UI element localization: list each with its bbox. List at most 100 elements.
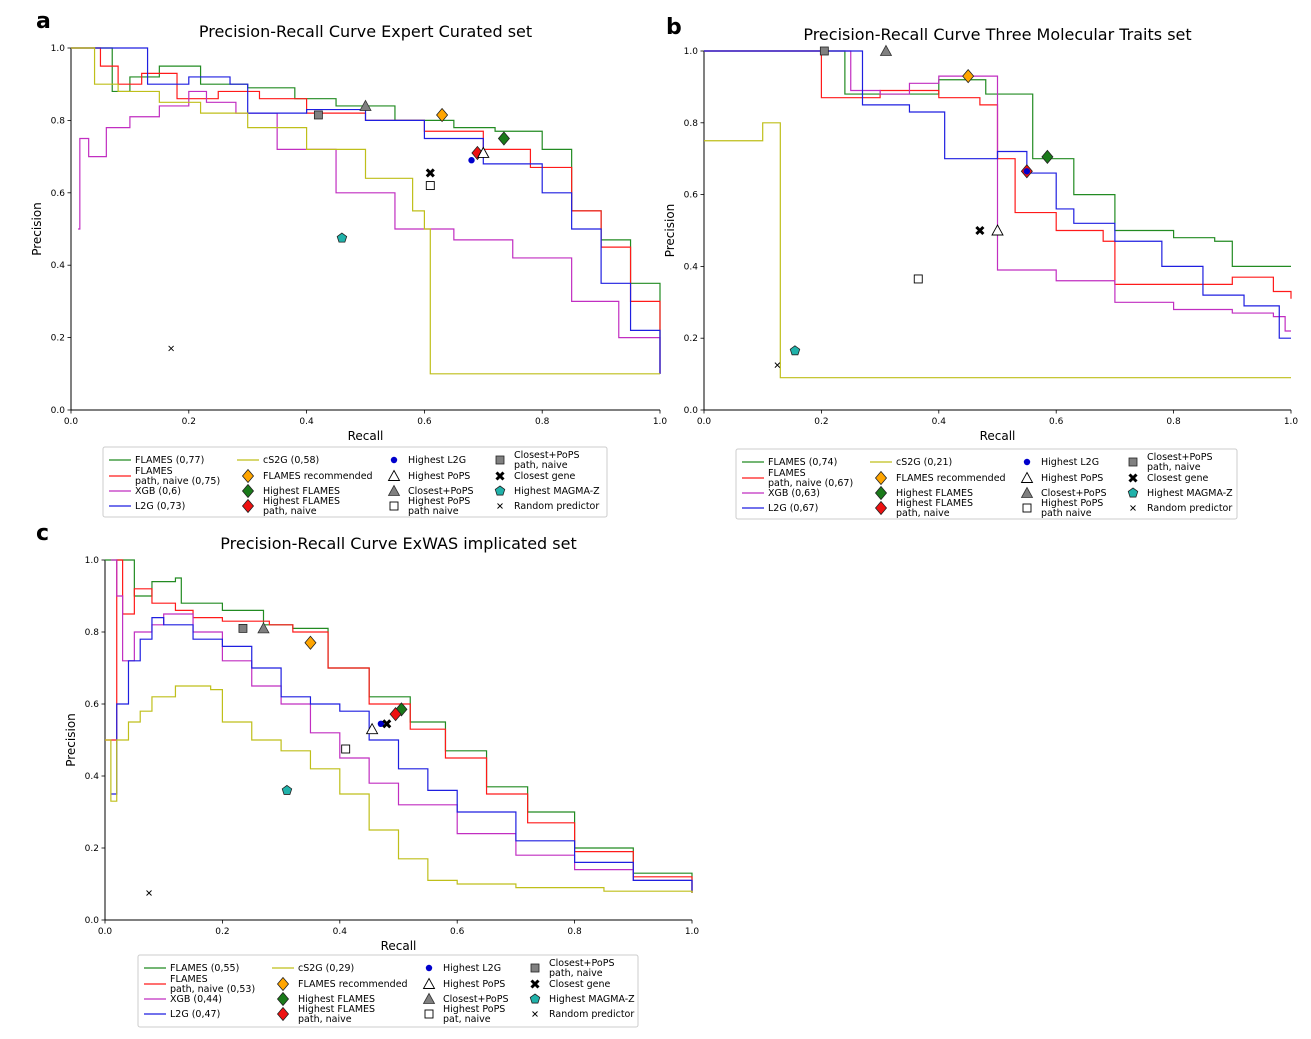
closest-gene-marker: [975, 225, 985, 236]
closest-pops-marker: [1020, 486, 1034, 498]
x-tick-label: 0.2: [215, 927, 229, 937]
highest-l2g-marker: [1023, 458, 1031, 466]
x-tick-label: 1.0: [653, 417, 668, 427]
legend: FLAMES (0,77)FLAMES path, naive (0,75)XGB…: [102, 446, 608, 518]
series-xgb-line: [110, 559, 693, 893]
x-tick-label: 0.6: [417, 417, 432, 427]
highest-magma-z-marker: [336, 232, 348, 243]
series-flames-line: [704, 50, 1291, 267]
highest-flames-marker: [497, 131, 510, 146]
legend-label: FLAMES path, naive (0,67): [768, 468, 853, 489]
series-l2g-line: [704, 50, 1291, 339]
series-flames-path-naive-line: [105, 559, 693, 893]
y-tick-label: 0.0: [51, 406, 66, 416]
closest-pops-path-naive-marker: [238, 624, 248, 633]
y-tick-label: 1.0: [85, 556, 100, 566]
closest-pops-path-naive-marker: [530, 963, 540, 973]
chart-title: Precision-Recall Curve Expert Curated se…: [199, 22, 532, 41]
panel-a: a Precision-Recall Curve Expert Curated s…: [30, 9, 668, 518]
closest-gene-marker: [495, 471, 505, 481]
flames-recommended-marker: [962, 69, 975, 84]
x-tick-label: 0.8: [1166, 417, 1181, 427]
y-tick-label: 1.0: [51, 44, 66, 54]
highest-flames-path-naive-marker: [241, 498, 255, 514]
legend-label: Closest gene: [1147, 473, 1208, 484]
random-predictor-marker: [146, 890, 152, 896]
legend-label: L2G (0,73): [135, 501, 185, 512]
x-tick-label: 0.4: [299, 417, 314, 427]
series-group: [71, 47, 661, 375]
highest-flames-path-naive-marker: [874, 500, 888, 516]
y-axis-label: Precision: [663, 204, 677, 258]
legend-label: Closest+PoPS path, naive: [549, 958, 614, 979]
series-group: [105, 559, 693, 893]
legend-label: FLAMES path, naive (0,53): [170, 974, 255, 995]
closest-pops-marker: [422, 992, 436, 1004]
closest-pops-path-naive-marker: [819, 46, 829, 56]
legend-label: Random predictor: [549, 1009, 634, 1020]
legend-label: cS2G (0,21): [896, 457, 952, 468]
x-tick-label: 0.0: [64, 417, 79, 427]
legend-label: Highest MAGMA-Z: [514, 486, 600, 497]
panel-label: a: [36, 9, 51, 34]
highest-magma-z-marker: [1127, 487, 1139, 498]
legend-label: Highest FLAMES: [263, 486, 340, 497]
closest-pops-path-naive-marker: [313, 110, 323, 120]
y-axis-label: Precision: [30, 202, 44, 256]
flames-recommended-marker: [241, 468, 255, 484]
highest-pops-path-naive-marker: [913, 274, 923, 284]
legend-label: Highest PoPS: [408, 471, 470, 482]
legend-label: Closest+PoPS: [1041, 488, 1106, 499]
series-cs2g-line: [105, 685, 693, 893]
legend-label: Highest FLAMES path, naive: [896, 498, 973, 519]
highest-flames-marker: [874, 485, 888, 501]
y-tick-label: 0.6: [51, 189, 66, 199]
y-axis-label: Precision: [64, 713, 78, 767]
highest-magma-z-marker: [281, 784, 293, 795]
legend-label: Closest+PoPS: [443, 994, 508, 1005]
x-tick-label: 0.4: [932, 417, 947, 427]
highest-flames-marker: [1041, 149, 1054, 165]
series-flames-path-naive-line: [704, 50, 1292, 299]
y-tick-label: 0.8: [684, 119, 699, 129]
highest-pops-pat-naive-marker: [341, 744, 351, 754]
x-tick-label: 1.0: [1284, 417, 1299, 427]
x-tick-label: 0.6: [1049, 417, 1064, 427]
legend-label: FLAMES (0,74): [768, 457, 837, 468]
legend-label: Random predictor: [1147, 503, 1232, 514]
x-tick-label: 0.0: [697, 417, 712, 427]
legend-label: Closest+PoPS path, naive: [1147, 452, 1212, 473]
legend-label: XGB (0,63): [768, 488, 820, 499]
chart-title: Precision-Recall Curve ExWAS implicated …: [220, 534, 576, 553]
highest-l2g-marker: [425, 964, 433, 972]
legend-label: Closest+PoPS path, naive: [514, 450, 579, 471]
closest-pops-path-naive-marker: [495, 455, 505, 465]
legend-label: Closest gene: [514, 471, 575, 482]
legend-label: XGB (0,6): [135, 486, 181, 497]
chart-title: Precision-Recall Curve Three Molecular T…: [803, 25, 1191, 44]
legend-label: Highest L2G: [1041, 457, 1099, 468]
highest-pops-marker: [991, 224, 1004, 236]
highest-magma-z-marker: [529, 993, 541, 1004]
closest-pops-path-naive-marker: [1128, 457, 1138, 467]
highest-pops-marker: [422, 977, 436, 989]
y-tick-label: 0.2: [684, 334, 698, 344]
highest-pops-marker: [387, 469, 401, 481]
legend: FLAMES (0,55)FLAMES path, naive (0,53)XGB…: [137, 954, 639, 1028]
legend-label: Highest FLAMES path, naive: [298, 1004, 375, 1025]
flames-recommended-marker: [874, 470, 888, 486]
closest-pops-marker: [257, 622, 270, 634]
panel-c: c Precision-Recall Curve ExWAS implicated…: [36, 521, 699, 1028]
legend: FLAMES (0,74)FLAMES path, naive (0,67)XGB…: [735, 448, 1238, 520]
legend-label: FLAMES recommended: [263, 471, 373, 482]
series-l2g-line: [71, 47, 661, 374]
highest-l2g-marker: [390, 456, 398, 464]
closest-gene-marker: [1128, 473, 1138, 483]
panel-b: b Precision-Recall Curve Three Molecular …: [663, 15, 1299, 520]
panel-label: c: [36, 521, 49, 546]
y-tick-label: 0.0: [684, 406, 699, 416]
y-tick-label: 0.8: [85, 628, 100, 638]
y-tick-label: 1.0: [684, 47, 699, 57]
legend-label: Highest PoPS: [443, 979, 505, 990]
